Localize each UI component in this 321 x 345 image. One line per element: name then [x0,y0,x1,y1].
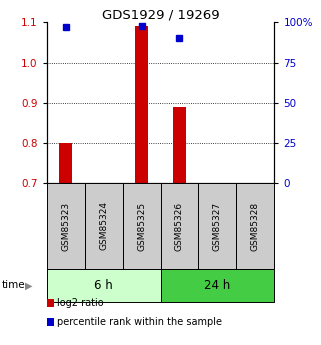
Text: GSM85326: GSM85326 [175,201,184,250]
Text: GSM85325: GSM85325 [137,201,146,250]
Bar [47,269,160,302]
Text: GSM85327: GSM85327 [213,201,222,250]
Bar [198,183,237,269]
Text: time: time [2,280,25,290]
Title: GDS1929 / 19269: GDS1929 / 19269 [102,8,219,21]
Bar [160,183,198,269]
Bar [84,183,123,269]
Text: 6 h: 6 h [94,279,113,292]
Bar [160,269,274,302]
Text: percentile rank within the sample: percentile rank within the sample [57,317,222,327]
Text: log2 ratio: log2 ratio [57,298,104,308]
Bar [135,27,148,183]
Bar [123,183,160,269]
Text: ▶: ▶ [25,280,32,290]
Bar [47,183,84,269]
Bar [173,107,186,183]
Bar [59,143,72,183]
Bar [237,183,274,269]
Text: GSM85328: GSM85328 [251,201,260,250]
Text: GSM85323: GSM85323 [61,201,70,250]
Text: 24 h: 24 h [204,279,230,292]
Text: GSM85324: GSM85324 [99,201,108,250]
